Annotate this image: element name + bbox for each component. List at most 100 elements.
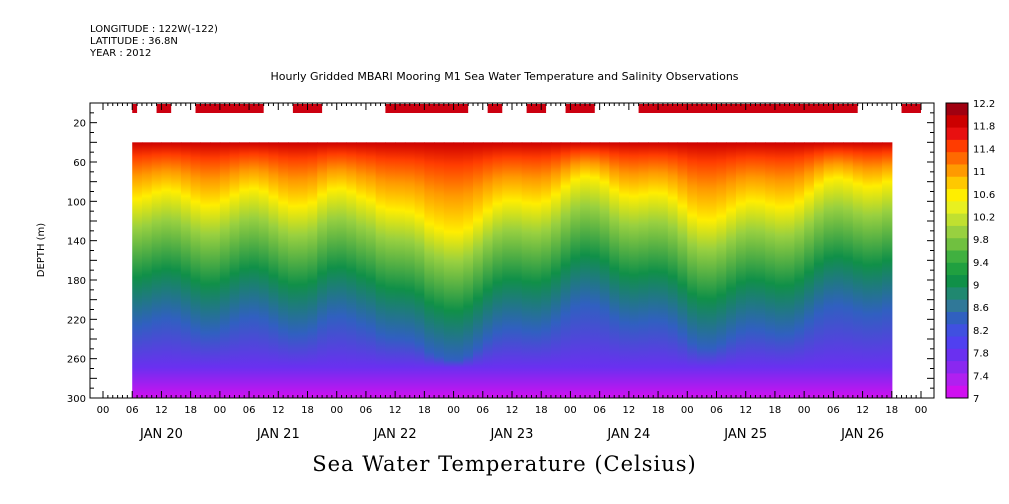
colorbar-swatch: [946, 250, 968, 264]
heat-column: [258, 142, 270, 398]
heat-column: [726, 142, 737, 398]
x-hour-label: 00: [915, 405, 928, 416]
y-tick-label: 60: [73, 158, 86, 169]
heat-column: [404, 142, 416, 398]
x-hour-label: 00: [447, 405, 460, 416]
x-hour-label: 18: [885, 405, 898, 416]
heat-column: [443, 142, 455, 398]
heat-column: [414, 142, 425, 398]
colorbar-swatch: [946, 189, 968, 202]
heat-column: [541, 142, 552, 398]
x-hour-label: 06: [710, 405, 723, 416]
heat-column: [424, 142, 435, 398]
heat-column: [453, 142, 464, 398]
x-hour-label: 18: [769, 405, 782, 416]
x-day-label: JAN 21: [256, 427, 300, 442]
x-hour-label: 06: [827, 405, 840, 416]
heat-column: [609, 142, 620, 398]
x-hour-label: 12: [272, 405, 285, 416]
heat-column: [638, 142, 649, 398]
colorbar-swatch: [946, 275, 968, 288]
heat-column: [326, 142, 338, 398]
heat-column: [862, 142, 873, 398]
x-hour-label: 00: [97, 405, 110, 416]
heat-column: [463, 142, 474, 398]
latitude-label: LATITUDE : 36.8N: [90, 36, 178, 47]
x-hour-label: 06: [360, 405, 373, 416]
heat-column: [375, 142, 387, 398]
heat-column: [531, 142, 542, 398]
colorbar-swatch: [946, 361, 968, 374]
colorbar-swatch: [946, 115, 968, 129]
heat-column: [161, 142, 172, 398]
colorbar-label: 7: [973, 394, 979, 405]
heat-column: [774, 142, 786, 398]
surface-bar: [132, 104, 138, 113]
colorbar-label: 11.8: [973, 122, 995, 133]
heat-column: [716, 142, 727, 398]
colorbar-swatch: [946, 262, 968, 276]
heat-column: [882, 142, 893, 398]
x-hour-label: 18: [535, 405, 548, 416]
colorbar-swatch: [946, 164, 968, 178]
y-axis-label: DEPTH (m): [36, 223, 47, 277]
heat-column: [619, 142, 630, 398]
heat-column: [872, 142, 883, 398]
x-hour-label: 06: [476, 405, 489, 416]
heat-column: [141, 142, 153, 398]
x-day-label: JAN 20: [139, 427, 183, 442]
heat-column: [346, 142, 357, 398]
x-axis: 00 06 12 18 00 06 12 18 00 06 12 18 00 06 12 18 00 06 12 18…: [97, 103, 928, 442]
y-tick-label: 20: [73, 119, 86, 130]
colorbar-swatch: [946, 213, 968, 227]
heat-column: [589, 142, 601, 398]
y-tick-label: 220: [67, 315, 86, 326]
heat-column: [278, 142, 289, 398]
x-hour-label: 12: [155, 405, 168, 416]
heat-column: [336, 142, 348, 398]
heat-column: [365, 142, 377, 398]
surface-bar: [195, 104, 264, 113]
heat-column: [804, 142, 815, 398]
heat-column: [297, 142, 309, 398]
colorbar-swatch: [946, 373, 968, 387]
longitude-label: LONGITUDE : 122W(-122): [90, 24, 218, 35]
x-hour-label: 12: [506, 405, 519, 416]
heat-column: [200, 142, 211, 398]
surface-bar: [487, 104, 503, 113]
heat-column: [268, 142, 279, 398]
heat-column: [219, 142, 231, 398]
heat-column: [521, 142, 533, 398]
heat-column: [512, 142, 523, 398]
colorbar-swatch: [946, 336, 968, 350]
x-hour-label: 18: [652, 405, 665, 416]
heat-column: [502, 142, 513, 398]
x-hour-label: 00: [213, 405, 226, 416]
surface-bar: [901, 104, 921, 113]
x-hour-label: 12: [739, 405, 752, 416]
colorbar-label: 11.4: [973, 144, 995, 155]
heat-column: [823, 142, 834, 398]
colorbar: 12.2 11.8 11.4 11 10.6 10.2 9.8 9.4 9 8.6 8.2 7.8 7.…: [945, 99, 995, 405]
x-hour-label: 18: [184, 405, 197, 416]
heat-column: [599, 142, 610, 398]
heat-column: [550, 142, 562, 398]
colorbar-label: 8.2: [973, 326, 989, 337]
colorbar-label: 10.6: [973, 190, 995, 201]
x-hour-label: 06: [593, 405, 606, 416]
heat-column: [288, 142, 299, 398]
y-tick-label: 300: [67, 394, 86, 405]
heat-column: [794, 142, 805, 398]
colorbar-frame: [945, 102, 969, 399]
year-label: YEAR : 2012: [90, 48, 152, 59]
heat-column: [190, 142, 201, 398]
colorbar-label: 9.4: [973, 258, 989, 269]
y-tick-label: 260: [67, 355, 86, 366]
colorbar-label: 10.2: [973, 212, 995, 223]
heat-column: [151, 142, 163, 398]
colorbar-swatch: [946, 299, 968, 313]
heat-column: [852, 142, 864, 398]
x-hour-label: 12: [622, 405, 635, 416]
heat-column: [356, 142, 367, 398]
heat-column: [560, 142, 572, 398]
